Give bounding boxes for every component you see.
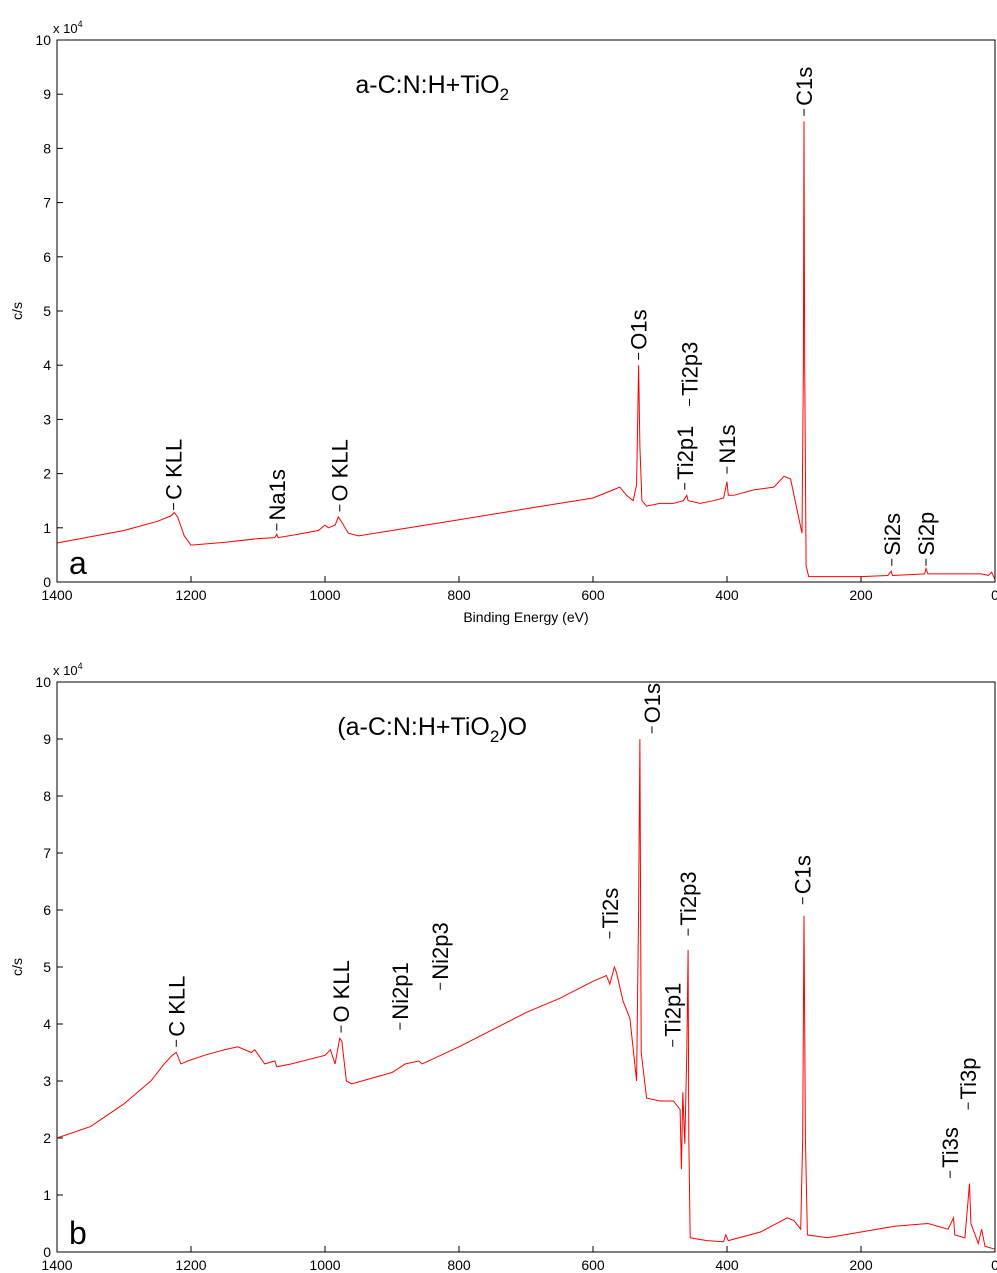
x-tick-label: 200 bbox=[849, 587, 873, 603]
peak-label: Ti2p1 bbox=[661, 983, 686, 1037]
peak-label: C KLL bbox=[162, 439, 187, 500]
x-tick-label: 400 bbox=[715, 587, 739, 603]
peak-label: Ni2p1 bbox=[388, 962, 413, 1019]
y-tick-label: 8 bbox=[43, 140, 51, 156]
panel-label: a bbox=[69, 545, 87, 581]
y-tick-label: 2 bbox=[43, 1130, 51, 1146]
title-part: (a-C:N:H+TiO bbox=[337, 713, 490, 741]
peak-label: Ti2p3 bbox=[676, 871, 701, 925]
y-tick-label: 1 bbox=[43, 520, 51, 536]
peak-label: Si2p bbox=[914, 512, 939, 556]
peak-label: N1s bbox=[715, 424, 740, 463]
peak-label: C KLL bbox=[164, 976, 189, 1037]
y-tick-label: 9 bbox=[43, 731, 51, 747]
chart-title: a-C:N:H+TiO2 bbox=[355, 71, 509, 104]
y-tick-label: 10 bbox=[35, 32, 51, 48]
y-tick-label: 3 bbox=[43, 1073, 51, 1089]
y-tick-label: 4 bbox=[43, 357, 51, 373]
x-tick-label: 1400 bbox=[41, 587, 72, 603]
chart-title: (a-C:N:H+TiO2)O bbox=[337, 713, 527, 746]
peak-label: Ni2p3 bbox=[428, 922, 453, 979]
x-tick-label: 1000 bbox=[309, 587, 340, 603]
panel: 1400120010008006004002000012345678910Bin… bbox=[9, 661, 997, 1273]
x-tick-label: 600 bbox=[581, 1257, 605, 1273]
x-tick-label: 1200 bbox=[175, 1257, 206, 1273]
x-axis-label: Binding Energy (eV) bbox=[463, 609, 588, 625]
y-tick-label: 1 bbox=[43, 1187, 51, 1203]
spectrum-line bbox=[56, 738, 996, 1250]
peak-label: Ti2p1 bbox=[673, 426, 698, 480]
peak-label: C1s bbox=[791, 855, 816, 894]
title-part: 2 bbox=[500, 85, 509, 104]
multiplier-base: x 10 bbox=[53, 21, 78, 36]
peak-label: O KLL bbox=[329, 960, 354, 1022]
x-tick-label: 600 bbox=[581, 587, 605, 603]
y-tick-label: 8 bbox=[43, 788, 51, 804]
panel-label: b bbox=[69, 1215, 87, 1251]
title-part: 2 bbox=[490, 727, 499, 746]
y-tick-label: 0 bbox=[43, 574, 51, 590]
multiplier-exponent: 4 bbox=[78, 19, 83, 29]
peak-label: O1s bbox=[640, 683, 665, 723]
y-tick-label: 9 bbox=[43, 86, 51, 102]
multiplier-exponent: 4 bbox=[78, 661, 83, 671]
peak-label: O1s bbox=[627, 309, 652, 349]
panel: 1400 1200 1000 800 600 400 200 0 0 1 2 3 4 5 6 7 8 9 10 Bin… bbox=[9, 19, 997, 625]
x-tick-label: 800 bbox=[447, 587, 471, 603]
y-tick-label: 5 bbox=[43, 959, 51, 975]
peak-label: C1s bbox=[792, 67, 817, 106]
x-tick-label: 1200 bbox=[175, 587, 206, 603]
y-tick-label: 2 bbox=[43, 466, 51, 482]
peak-label: Si2s bbox=[880, 513, 905, 556]
plot-frame bbox=[56, 39, 996, 583]
x-tick-label: 800 bbox=[447, 1257, 471, 1273]
x-tick-label: 0 bbox=[991, 587, 997, 603]
spectrum-line bbox=[56, 121, 996, 580]
peak-label: Ti3p bbox=[956, 1058, 981, 1100]
x-tick-label: 0 bbox=[991, 1257, 997, 1273]
y-tick-label: 7 bbox=[43, 845, 51, 861]
y-multiplier: x 104 bbox=[53, 661, 83, 678]
y-tick-label: 10 bbox=[35, 674, 51, 690]
plot-frame bbox=[56, 681, 996, 1253]
title-part: )O bbox=[499, 713, 527, 741]
y-tick-label: 6 bbox=[43, 902, 51, 918]
multiplier-base: x 10 bbox=[53, 663, 78, 678]
y-axis-label: c/s bbox=[9, 302, 25, 320]
x-tick-label: 200 bbox=[849, 1257, 873, 1273]
y-tick-label: 4 bbox=[43, 1016, 51, 1032]
peak-label: Ti3s bbox=[938, 1127, 963, 1168]
y-tick-label: 7 bbox=[43, 195, 51, 211]
y-tick-label: 5 bbox=[43, 303, 51, 319]
peak-label: Ti2s bbox=[598, 888, 623, 929]
x-tick-label: 1400 bbox=[41, 1257, 72, 1273]
y-axis-label: c/s bbox=[9, 958, 25, 976]
title-part: a-C:N:H+TiO bbox=[355, 71, 499, 99]
y-tick-label: 3 bbox=[43, 411, 51, 427]
peak-label: O KLL bbox=[328, 439, 353, 501]
y-multiplier: x 104 bbox=[53, 19, 83, 36]
y-tick-label: 6 bbox=[43, 249, 51, 265]
peak-label: Na1s bbox=[265, 469, 290, 520]
y-tick-label: 0 bbox=[43, 1244, 51, 1260]
x-tick-label: 400 bbox=[715, 1257, 739, 1273]
x-tick-label: 1000 bbox=[309, 1257, 340, 1273]
peak-label: Ti2p3 bbox=[677, 342, 702, 396]
